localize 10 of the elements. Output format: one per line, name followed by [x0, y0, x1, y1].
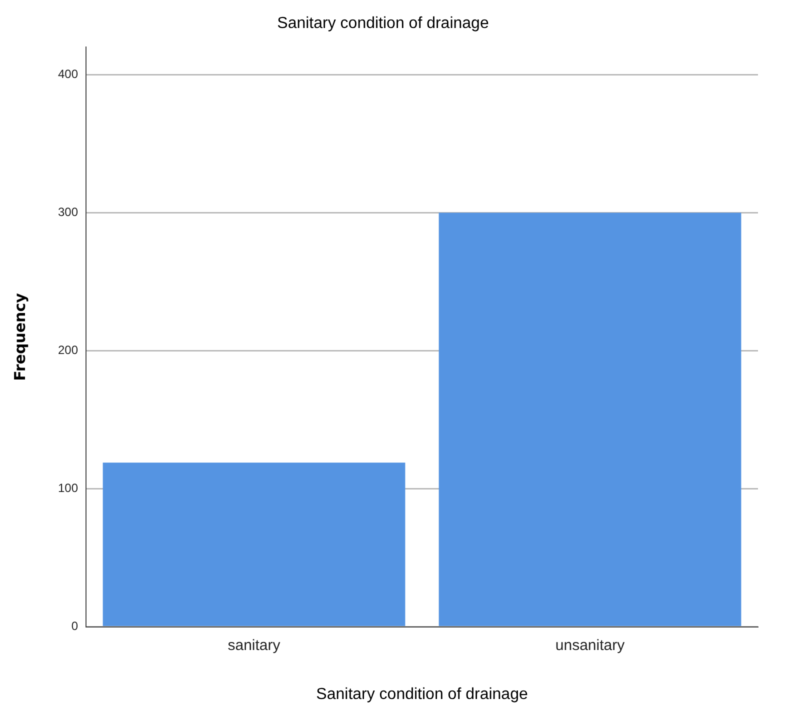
y-axis-title: Frequency: [10, 292, 29, 381]
y-tick-label: 400: [58, 67, 78, 82]
x-tick-label: unsanitary: [555, 636, 626, 654]
y-tick-label: 200: [58, 343, 78, 358]
y-tick-label: 100: [58, 481, 78, 496]
y-tick-label: 0: [71, 619, 78, 634]
y-tick-label: 300: [58, 205, 78, 220]
x-tick-label: sanitary: [228, 636, 281, 654]
chart-title: Sanitary condition of drainage: [277, 15, 489, 32]
x-axis-title: Sanitary condition of drainage: [316, 686, 528, 703]
